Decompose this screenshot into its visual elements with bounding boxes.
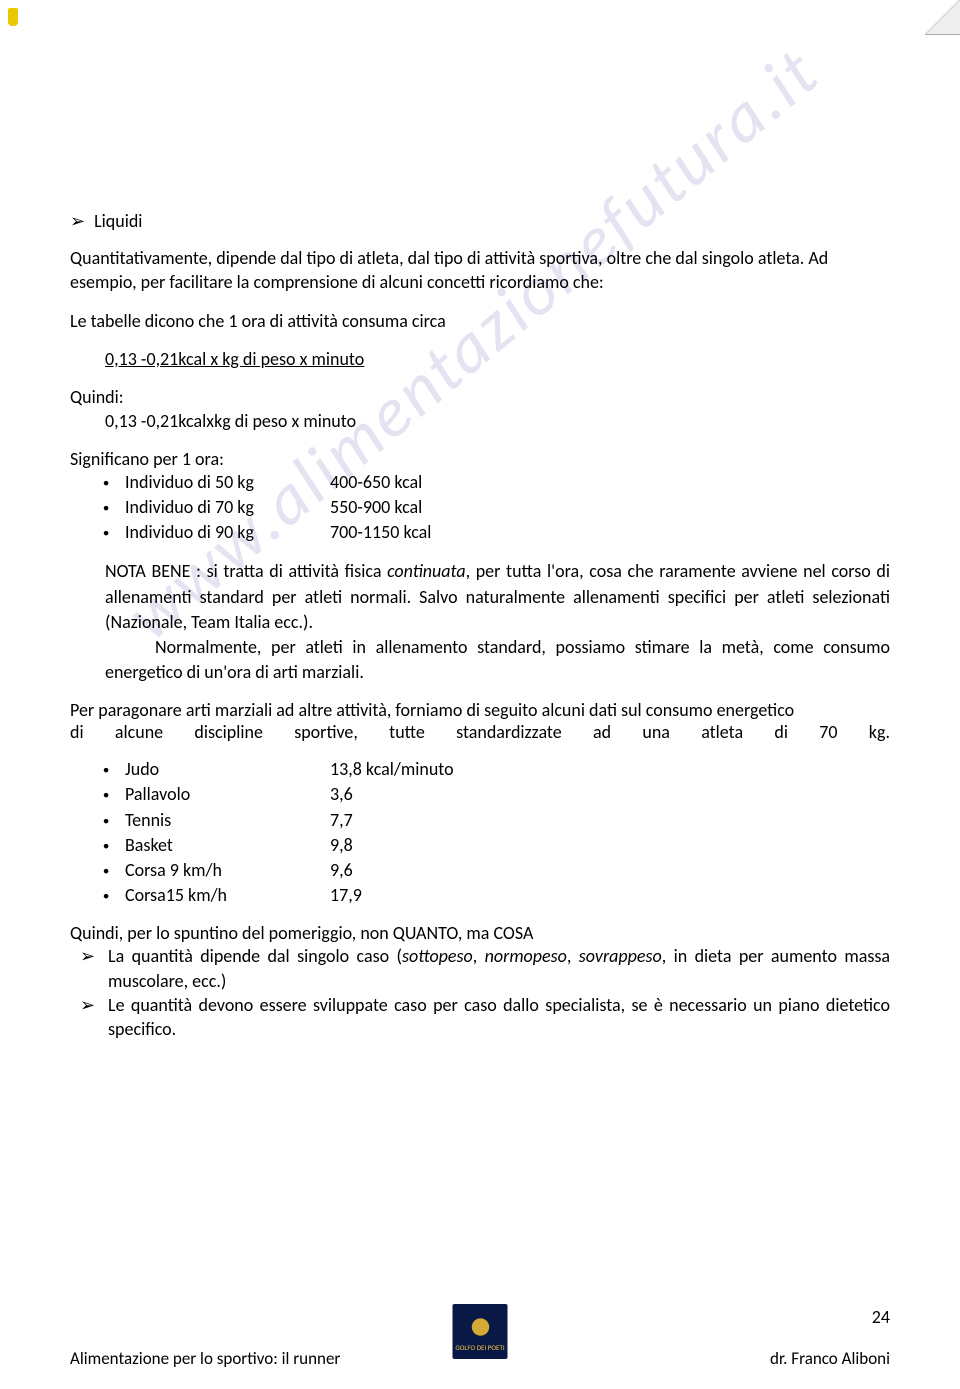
significano-label: Significano per 1 ora: <box>70 448 890 470</box>
item-value: 550-900 kcal <box>330 495 890 520</box>
quindi-block: Quindi: 0,13 -0,21kcalxkg di peso x minu… <box>70 385 890 434</box>
arrow-bullet-icon <box>70 210 90 232</box>
item-label: Basket <box>125 833 330 858</box>
item-value: 9,6 <box>330 858 890 883</box>
item-value: 700-1150 kcal <box>330 520 890 545</box>
section-title: Liquidi <box>94 210 142 232</box>
item-label: Individuo di 90 kg <box>125 520 330 545</box>
para3-line1: Per paragonare arti marziali ad altre at… <box>70 699 890 721</box>
list-item: Corsa 9 km/h 9,6 <box>125 858 890 883</box>
logo-caption: GOLFO DEI POETI <box>455 1343 504 1352</box>
list-item: Tennis 7,7 <box>125 808 890 833</box>
paragraph-tables: Le tabelle dicono che 1 ora di attività … <box>70 309 890 333</box>
nota-bene-prefix: NOTA BENE : si tratta di attività fisica <box>105 560 387 582</box>
arrow-item-2: Le quantità devono essere sviluppate cas… <box>80 993 890 1042</box>
item-label: Individuo di 70 kg <box>125 495 330 520</box>
text-italic3: sovrappeso <box>579 945 662 967</box>
item-label: Corsa 9 km/h <box>125 858 330 883</box>
list-item: Individuo di 70 kg 550-900 kcal <box>125 495 890 520</box>
item-value: 400-650 kcal <box>330 470 890 495</box>
text-italic1: sottopeso <box>402 945 473 967</box>
paragraph-intro: Quantitativamente, dipende dal tipo di a… <box>70 246 890 295</box>
para3-line2: di alcune discipline sportive, tutte sta… <box>70 721 890 743</box>
item-value: 17,9 <box>330 883 890 908</box>
list-item: Pallavolo 3,6 <box>125 782 890 807</box>
text-pre: La quantità dipende dal singolo caso ( <box>108 945 402 967</box>
item-label: Tennis <box>125 808 330 833</box>
conclusion-list: La quantità dipende dal singolo caso (so… <box>80 944 890 1041</box>
item-value: 7,7 <box>330 808 890 833</box>
page-pin-decoration <box>8 8 18 26</box>
quindi-2: Quindi, per lo spuntino del pomeriggio, … <box>70 922 890 944</box>
footer-title: Alimentazione per lo sportivo: il runner <box>70 1348 340 1369</box>
sport-list: Judo 13,8 kcal/minuto Pallavolo 3,6 Tenn… <box>125 757 890 908</box>
arrow-item-2-text: Le quantità devono essere sviluppate cas… <box>108 994 890 1040</box>
list-item: Judo 13,8 kcal/minuto <box>125 757 890 782</box>
text-mid2: , <box>567 945 579 967</box>
item-value: 3,6 <box>330 782 890 807</box>
list-item: Individuo di 50 kg 400-650 kcal <box>125 470 890 495</box>
formula-underlined: 0,13 -0,21kcal x kg di peso x minuto <box>105 347 890 371</box>
item-label: Judo <box>125 757 330 782</box>
quindi-label: Quindi: <box>70 385 890 409</box>
list-item: Individuo di 90 kg 700-1150 kcal <box>125 520 890 545</box>
item-label: Corsa15 km/h <box>125 883 330 908</box>
individuo-list: Individuo di 50 kg 400-650 kcal Individu… <box>125 470 890 546</box>
page-footer: 24 GOLFO DEI POETI Alimentazione per lo … <box>0 1306 960 1369</box>
text-italic2: normopeso <box>485 945 567 967</box>
footer-logo: GOLFO DEI POETI <box>453 1304 508 1359</box>
item-value: 13,8 kcal/minuto <box>330 757 890 782</box>
formula-2: 0,13 -0,21kcalxkg di peso x minuto <box>105 409 890 433</box>
page-corner-fold <box>925 0 960 35</box>
nota-bene-line2: Normalmente, per atleti in allenamento s… <box>105 636 890 683</box>
document-content: Liquidi Quantitativamente, dipende dal t… <box>70 0 890 1042</box>
item-value: 9,8 <box>330 833 890 858</box>
para-paragone: Per paragonare arti marziali ad altre at… <box>70 699 890 743</box>
footer-logo-text: GOLFO DEI POETI <box>455 1312 504 1352</box>
text-mid1: , <box>473 945 485 967</box>
section-header: Liquidi <box>70 210 890 232</box>
footer-logo-circle-icon <box>465 1312 495 1342</box>
nota-bene-line2-wrap: Normalmente, per atleti in allenamento s… <box>105 635 890 685</box>
item-label: Pallavolo <box>125 782 330 807</box>
item-label: Individuo di 50 kg <box>125 470 330 495</box>
footer-author: dr. Franco Aliboni <box>770 1348 890 1369</box>
list-item: Basket 9,8 <box>125 833 890 858</box>
arrow-item-1: La quantità dipende dal singolo caso (so… <box>80 944 890 993</box>
nota-bene-italic: continuata <box>387 560 466 582</box>
nota-bene-block: NOTA BENE : si tratta di attività fisica… <box>105 559 890 685</box>
list-item: Corsa15 km/h 17,9 <box>125 883 890 908</box>
